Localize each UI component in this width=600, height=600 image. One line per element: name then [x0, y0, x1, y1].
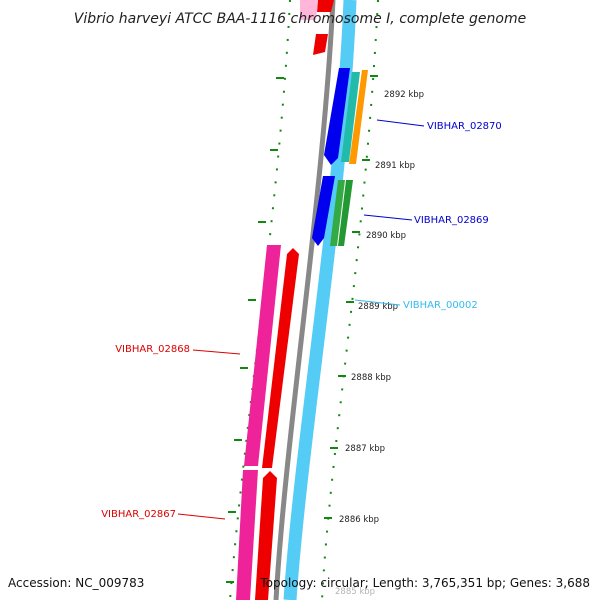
gene-label-vibhar-02869[interactable]: VIBHAR_02869 [414, 215, 489, 226]
gene-pink-top [300, 0, 318, 20]
feature-teal [341, 72, 360, 162]
gene-label-vibhar-02868[interactable]: VIBHAR_02868 [115, 344, 190, 355]
cds-blue-2 [312, 176, 335, 246]
gene-pink-2 [236, 470, 258, 600]
tick-2887: 2887 kbp [345, 444, 385, 454]
cds-red-1 [262, 248, 299, 468]
tick-2886: 2886 kbp [339, 515, 379, 525]
tick-2890: 2890 kbp [366, 231, 406, 241]
accession-text: Accession: NC_009783 [8, 576, 144, 590]
gc-dashes [226, 75, 378, 583]
tick-labels: 2892 kbp 2891 kbp 2890 kbp 2889 kbp 2888… [335, 90, 424, 597]
tick-2885: 2885 kbp [335, 587, 375, 597]
tick-2888: 2888 kbp [351, 373, 391, 383]
genome-summary-text: Topology: circular; Length: 3,765,351 bp… [259, 576, 590, 590]
gene-label-vibhar-00002[interactable]: VIBHAR_00002 [403, 300, 478, 311]
gene-pink-1 [244, 245, 281, 466]
backbone [273, 0, 336, 600]
cds-red-top-2 [317, 0, 334, 12]
outer-gc-ring [321, 0, 379, 600]
cds-blue-1 [324, 68, 350, 165]
feature-green-1 [330, 180, 345, 246]
cds-red-2 [255, 471, 277, 600]
map-title: Vibrio harveyi ATCC BAA-1116 chromosome … [74, 11, 526, 27]
tick-2891: 2891 kbp [375, 161, 415, 171]
leader-lines [177, 119, 425, 520]
feature-orange [349, 70, 368, 164]
gene-label-vibhar-02867[interactable]: VIBHAR_02867 [101, 509, 176, 520]
tick-2892: 2892 kbp [384, 90, 424, 100]
cds-red-top [313, 34, 328, 55]
tick-2889: 2889 kbp [358, 302, 398, 312]
feature-green-2 [338, 180, 353, 246]
gene-label-vibhar-02870[interactable]: VIBHAR_02870 [427, 121, 502, 132]
